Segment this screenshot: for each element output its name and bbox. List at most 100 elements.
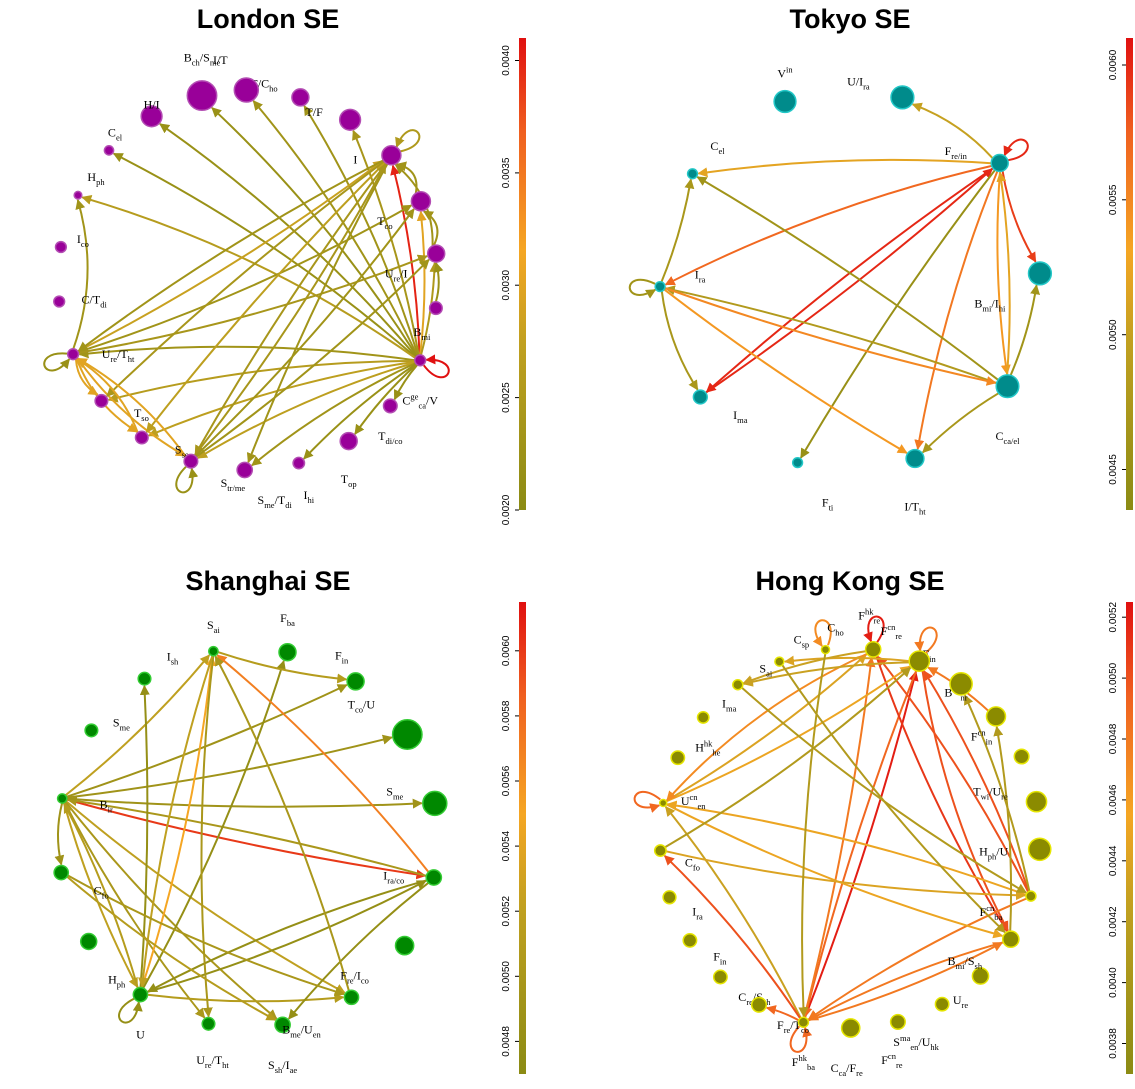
- node-label-part: ma: [726, 703, 737, 713]
- node-label-part: op: [348, 479, 357, 489]
- node-label: Tdi/co: [378, 429, 402, 446]
- node-label-part: B: [413, 325, 421, 339]
- edge: [742, 661, 910, 687]
- node-h5: [670, 750, 686, 766]
- colorbar-tick-label: 0.0038: [1108, 1028, 1119, 1059]
- node-label: Ssh/Iae: [268, 1058, 297, 1075]
- edge: [705, 168, 994, 394]
- node-label-part: el: [116, 132, 123, 142]
- edge: [1009, 284, 1041, 376]
- edge-layer: [43, 100, 450, 494]
- node-label-part: I: [722, 696, 726, 710]
- edge: [107, 360, 415, 403]
- self-loop: [118, 997, 143, 1024]
- node-label-part: re: [873, 615, 880, 625]
- node-label-part: T: [348, 698, 356, 712]
- node-h16: [971, 967, 990, 985]
- node-label-part: sh: [171, 657, 179, 667]
- node-label-part: hk: [798, 1053, 807, 1063]
- node-label-part: F: [777, 1018, 784, 1032]
- edge: [217, 651, 348, 684]
- node-label-part: re: [205, 1060, 212, 1070]
- edge: [146, 879, 427, 993]
- colorbar-tick-label: 0.0044: [1108, 845, 1119, 876]
- node-h9: [682, 932, 698, 948]
- edge: [877, 655, 1030, 893]
- node-label: Tco: [377, 214, 392, 231]
- node-label: Ish: [167, 650, 179, 667]
- node-h1: [820, 644, 831, 655]
- node-label-part: C: [402, 393, 410, 407]
- node-label-part: sh: [275, 1065, 283, 1075]
- node-label: Cfo: [685, 856, 700, 873]
- node-layer: Bch/SmeH/ICelHphIcoC/TdiUre/ThtTsoSseStr…: [53, 51, 446, 510]
- node-label: Sse: [175, 443, 189, 460]
- node-label-part: /U: [363, 698, 375, 712]
- node-label-part: he: [712, 748, 720, 758]
- edge: [64, 801, 278, 1020]
- node-label-part: ba: [807, 1062, 815, 1072]
- edge: [393, 364, 419, 401]
- node-label: Bme/Uen: [282, 1022, 321, 1039]
- colorbar-tick-label: 0.0046: [1108, 784, 1119, 815]
- edge: [77, 160, 384, 353]
- edge: [696, 176, 999, 381]
- node-s7: [132, 986, 149, 1003]
- node-h19: [1027, 837, 1052, 862]
- node-label-part: en: [698, 801, 707, 811]
- node-l12: [339, 431, 358, 451]
- edge: [923, 670, 1030, 892]
- node-s8: [201, 1016, 216, 1031]
- edge: [697, 158, 992, 178]
- node-label-part: me: [120, 722, 131, 732]
- edge: [666, 800, 1027, 896]
- edge: [705, 167, 994, 393]
- node-label: Fin: [713, 949, 727, 966]
- node-label-part: F: [335, 648, 342, 662]
- colorbar-tick-label: 0.0050: [501, 961, 512, 992]
- node-label-part: C: [831, 1061, 839, 1075]
- node-l4: [54, 240, 68, 254]
- node-label: Bmi/Ihi: [974, 296, 1006, 313]
- edge: [922, 392, 1000, 454]
- node-label: Bir: [100, 798, 113, 815]
- node-label-part: re: [110, 354, 117, 364]
- node-l6: [66, 348, 80, 361]
- node-label-part: T: [341, 472, 349, 486]
- node-label-part: H: [979, 844, 988, 858]
- node-layer: FhkreChoCspSaiImaHhkheUcnenCfoIraFinCre/…: [653, 606, 1052, 1078]
- node-label-part: ho: [269, 83, 278, 93]
- node-label-part: me: [210, 58, 221, 68]
- colorbar-tick-label: 0.0040: [1108, 967, 1119, 998]
- node-label-part: /U: [996, 844, 1008, 858]
- edge: [663, 855, 802, 1019]
- node-label: Ure/I: [385, 267, 408, 284]
- node-h0: [864, 641, 882, 658]
- edge: [664, 666, 912, 849]
- node-label: Cho: [827, 621, 844, 638]
- node-label-part: el: [718, 146, 725, 156]
- colorbar-tick-label: 0.0048: [501, 1026, 512, 1057]
- node-label-part: U: [953, 993, 962, 1007]
- node-l20: [291, 88, 310, 107]
- node-label-part: hi: [307, 495, 314, 505]
- node-label-part: I: [733, 408, 737, 422]
- node-s0: [278, 642, 297, 662]
- node-h7: [653, 844, 667, 858]
- node-label-part: ge: [410, 391, 418, 401]
- node-label-part: I: [167, 650, 171, 664]
- edge: [765, 1005, 800, 1022]
- edge: [72, 199, 89, 350]
- node-label-part: S: [175, 443, 182, 457]
- edge: [106, 160, 385, 397]
- node-h2: [774, 656, 785, 667]
- node-l1: [140, 105, 163, 128]
- node-label-part: F: [858, 608, 865, 622]
- node-label-part: B: [282, 1022, 290, 1036]
- node-label: U/Ira: [847, 74, 870, 91]
- node-label-part: F: [980, 905, 987, 919]
- edge: [63, 802, 139, 989]
- node-label: Hph/U: [979, 844, 1009, 861]
- node-label-part: ti: [829, 503, 834, 513]
- node-label-part: in: [342, 655, 349, 665]
